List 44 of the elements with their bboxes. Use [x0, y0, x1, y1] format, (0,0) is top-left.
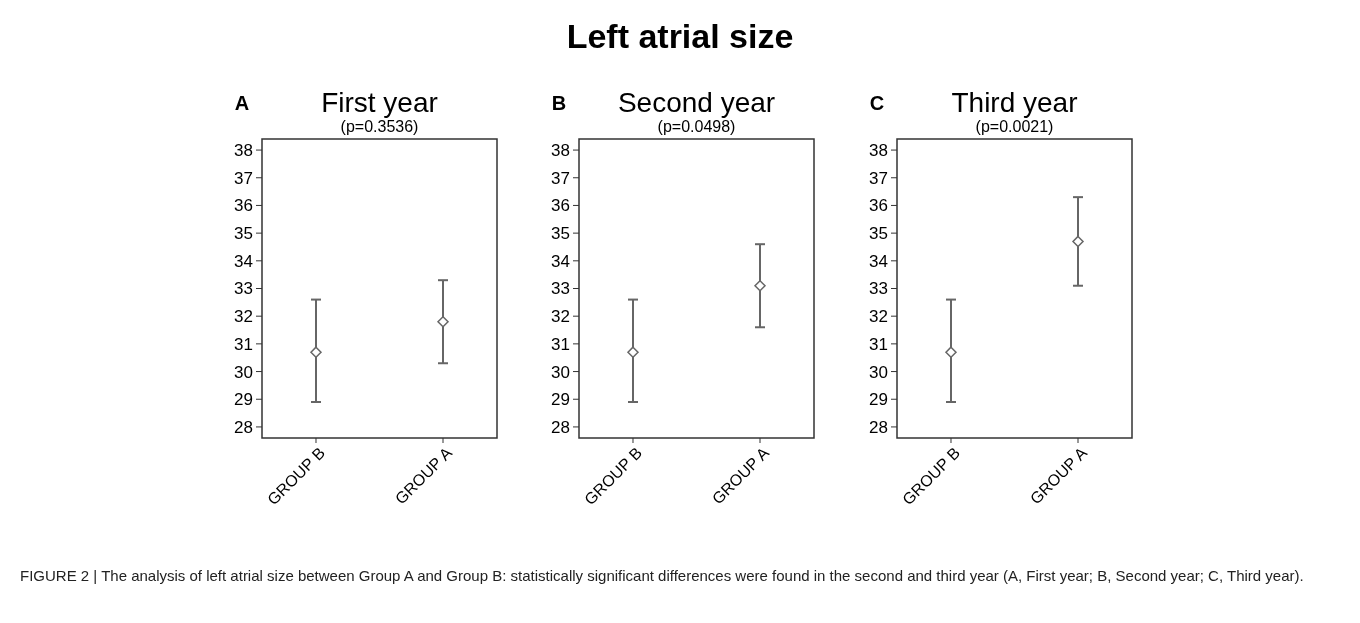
y-tick-label: 35: [869, 224, 888, 244]
text: Left atrial size: [566, 17, 794, 55]
y-tick-label: 35: [234, 224, 253, 244]
y-tick-label: 34: [869, 251, 888, 271]
y-tick-label: 31: [551, 334, 570, 354]
y-tick-label: 35: [551, 224, 570, 244]
y-tick-label: 36: [234, 196, 253, 216]
y-tick-label: 30: [869, 362, 888, 382]
chart-title: Third year: [951, 87, 1078, 118]
chart-subtitle: (p=0.3536): [340, 118, 419, 135]
y-tick-label: 32: [551, 307, 570, 327]
y-tick-label: 31: [869, 334, 888, 354]
chart-subtitle: (p=0.0021): [975, 118, 1054, 135]
y-tick-label: 34: [234, 251, 253, 271]
y-tick-label: 28: [551, 417, 570, 437]
caption: FIGURE 2 | The analysis of left atrial size between Group A and Group B: statistically significant differences were found in the second and third year (A, First year; B, Second year; C, Third year).: [20, 566, 1305, 586]
y-tick-label: 37: [869, 168, 888, 188]
chart-title: Second year: [617, 87, 776, 118]
y-tick-label: 34: [551, 251, 570, 271]
y-tick-label: 33: [551, 279, 570, 299]
y-tick-label: 37: [551, 168, 570, 188]
y-tick-label: 33: [869, 279, 888, 299]
y-tick-label: 32: [869, 307, 888, 327]
y-tick-label: 30: [551, 362, 570, 382]
y-tick-label: 36: [551, 196, 570, 216]
y-tick-label: 28: [869, 417, 888, 437]
y-tick-label: 29: [869, 390, 888, 410]
text: C: [869, 92, 885, 114]
y-tick-label: 38: [234, 141, 253, 161]
chart-title: First year: [321, 87, 438, 118]
y-tick-label: 38: [869, 141, 888, 161]
y-tick-label: 30: [234, 362, 253, 382]
y-tick-label: 28: [234, 417, 253, 437]
y-tick-label: 37: [234, 168, 253, 188]
y-tick-label: 36: [869, 196, 888, 216]
y-tick-label: 29: [234, 390, 253, 410]
text: B: [551, 92, 567, 114]
text: A: [234, 92, 250, 114]
y-tick-label: 33: [234, 279, 253, 299]
y-tick-label: 29: [551, 390, 570, 410]
y-tick-label: 31: [234, 334, 253, 354]
y-tick-label: 38: [551, 141, 570, 161]
y-tick-label: 32: [234, 307, 253, 327]
chart-subtitle: (p=0.0498): [657, 118, 736, 135]
